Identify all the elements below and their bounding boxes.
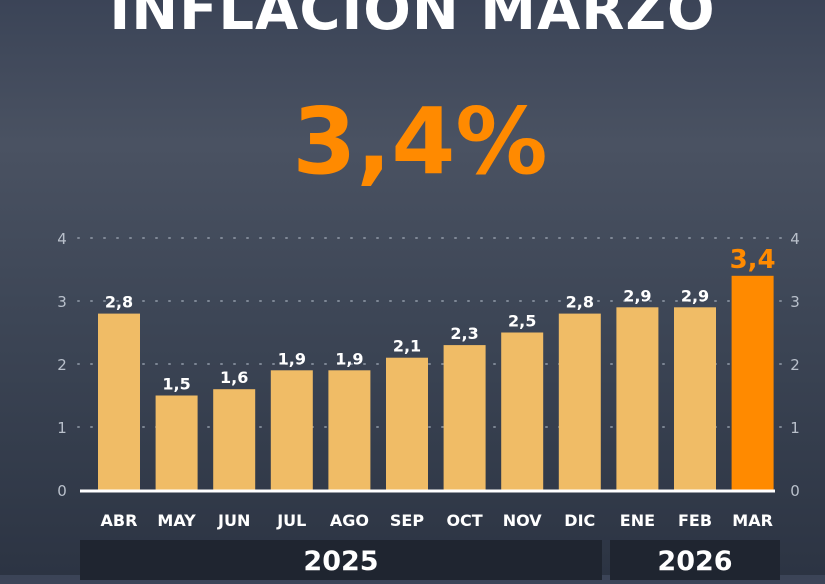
bar-ago [328,370,371,490]
data-label: 2,9 [623,286,651,305]
data-label: 2,8 [566,293,594,312]
y-tick-label-left: 1 [57,419,67,437]
bar-may [155,395,198,490]
bar-abr [98,313,140,490]
bar-nov [501,332,544,490]
data-label: 3,4 [730,245,776,275]
y-tick-label-right: 0 [790,482,800,500]
y-tick-label-right: 3 [790,293,800,311]
x-tick-label: OCT [446,511,482,530]
data-label: 1,9 [278,349,306,368]
bar-ene [616,307,659,490]
data-label: 1,6 [220,368,248,387]
y-tick-label-left: 2 [57,356,67,374]
x-tick-label: FEB [678,511,712,530]
bar-jul [270,370,313,490]
data-label: 2,9 [681,286,709,305]
x-tick-label: MAR [732,511,773,530]
year-band-2025: 2025 [80,540,602,580]
x-tick-label: SEP [390,511,424,530]
x-tick-label: JUN [217,511,250,530]
data-label: 2,3 [450,324,478,343]
chart-title: INFLACION MARZO [109,0,716,43]
x-tick-label: JUL [276,511,306,530]
data-label: 1,9 [335,349,363,368]
y-tick-label-left: 3 [57,293,67,311]
x-tick-label: MAY [157,511,196,530]
y-tick-label-right: 1 [790,419,800,437]
y-tick-label-right: 2 [790,356,800,374]
data-label: 2,5 [508,312,536,331]
bar-oct [443,345,486,490]
x-tick-label: ABR [101,511,138,530]
x-tick-label: AGO [330,511,369,530]
bar-mar [731,275,774,490]
x-tick-label: ENE [620,511,655,530]
y-tick-label-left: 4 [57,230,67,248]
year-band-2026: 2026 [610,540,780,580]
x-tick-label: NOV [503,511,543,530]
y-tick-label-left: 0 [57,482,67,500]
x-tick-label: DIC [564,511,595,530]
headline-value: 3,4% [292,88,548,195]
data-label: 2,8 [105,293,133,312]
bar-jun [213,389,256,490]
bar-feb [674,307,716,490]
bar-dic [558,313,601,490]
y-tick-label-right: 4 [790,230,800,248]
data-label: 2,1 [393,337,421,356]
data-label: 1,5 [162,375,190,394]
bar-sep [386,357,428,490]
